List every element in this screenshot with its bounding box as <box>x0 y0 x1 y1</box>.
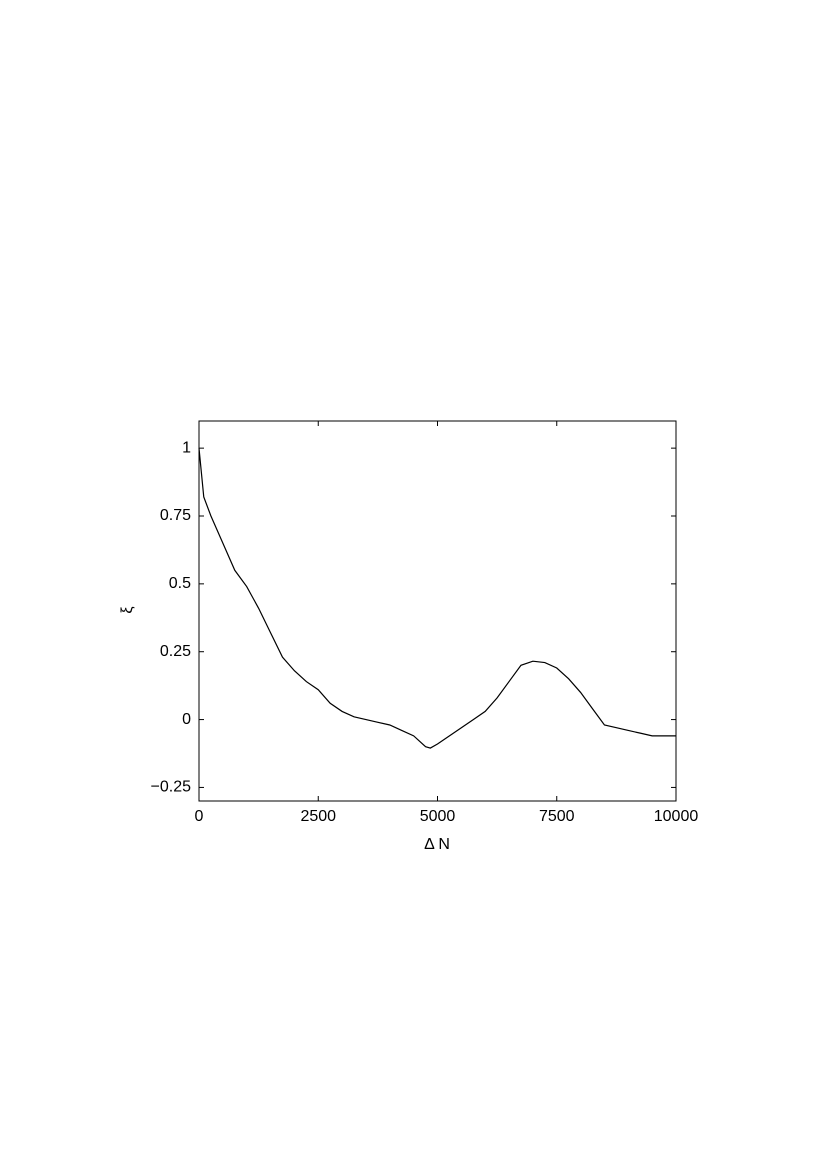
x-tick-label: 7500 <box>539 808 575 825</box>
y-tick-label: 0 <box>182 711 191 728</box>
x-tick-label: 10000 <box>654 808 699 825</box>
x-tick-label: 0 <box>195 808 204 825</box>
y-tick-label: 0.75 <box>160 507 191 524</box>
line-series <box>198 448 676 749</box>
x-tick-label: 2500 <box>300 808 336 825</box>
y-tick-label: 0.5 <box>169 575 191 592</box>
y-tick-label: 0.25 <box>160 643 191 660</box>
x-tick-label: 5000 <box>420 808 456 825</box>
y-axis-label: ξ <box>119 606 136 613</box>
y-tick-label: −0.25 <box>151 779 192 796</box>
y-tick-label: 1 <box>182 439 191 456</box>
x-axis-label: Δ N <box>424 836 450 853</box>
